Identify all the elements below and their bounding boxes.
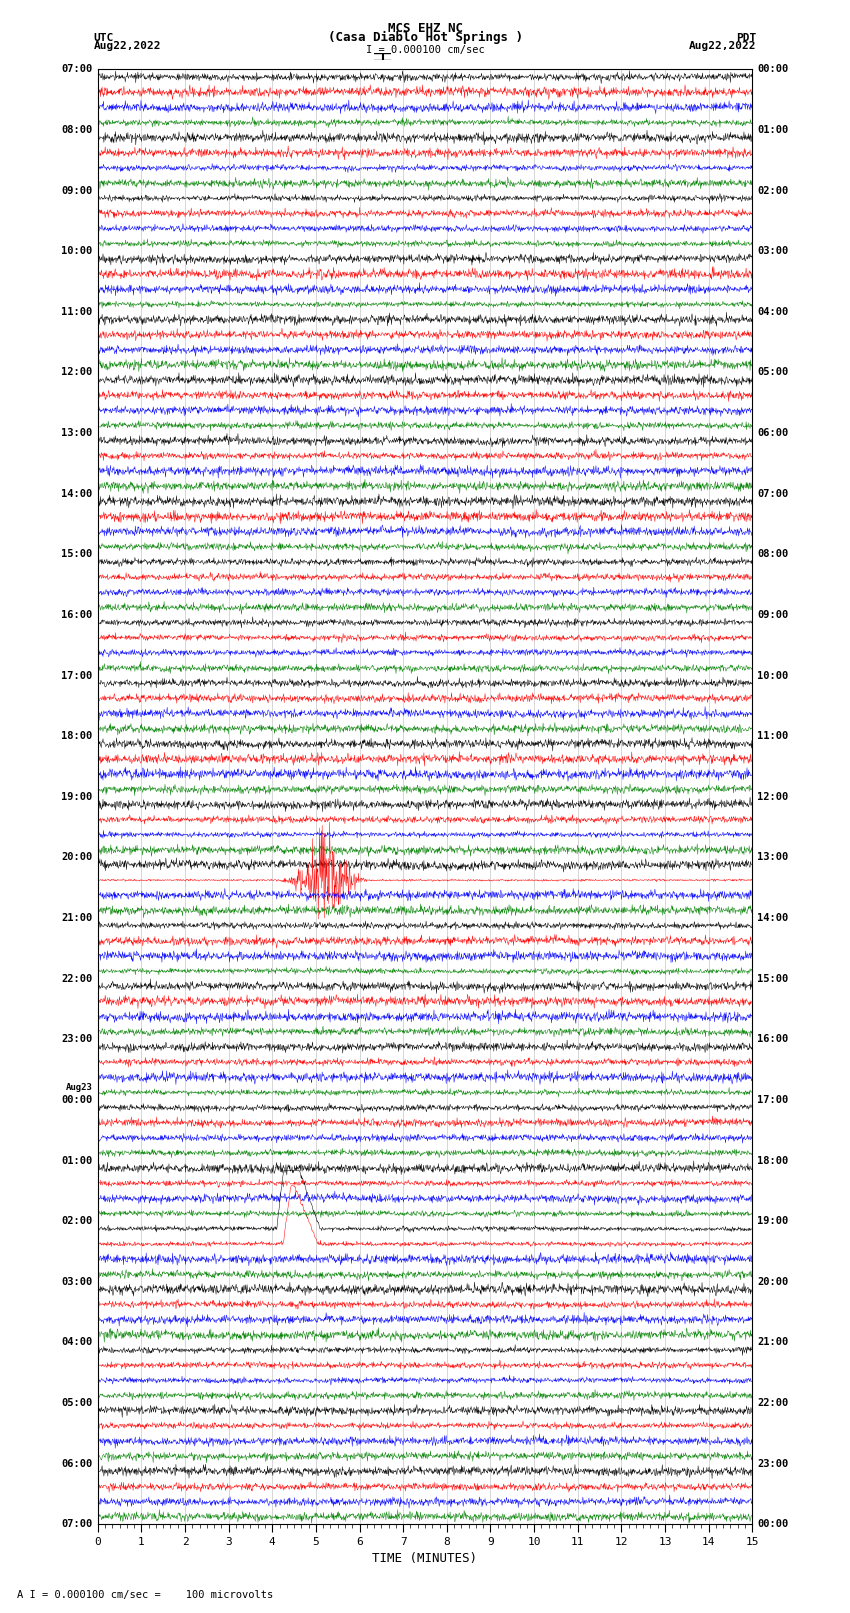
Text: 15:00: 15:00 <box>61 550 93 560</box>
Text: 17:00: 17:00 <box>757 1095 789 1105</box>
Text: 05:00: 05:00 <box>61 1398 93 1408</box>
Text: 01:00: 01:00 <box>757 124 789 135</box>
Text: MCS EHZ NC: MCS EHZ NC <box>388 21 462 35</box>
X-axis label: TIME (MINUTES): TIME (MINUTES) <box>372 1552 478 1565</box>
Text: 00:00: 00:00 <box>757 1519 789 1529</box>
Text: 00:00: 00:00 <box>757 65 789 74</box>
Text: 02:00: 02:00 <box>757 185 789 195</box>
Text: 07:00: 07:00 <box>61 1519 93 1529</box>
Text: 22:00: 22:00 <box>757 1398 789 1408</box>
Text: 06:00: 06:00 <box>757 427 789 439</box>
Text: I = 0.000100 cm/sec: I = 0.000100 cm/sec <box>366 45 484 55</box>
Text: 05:00: 05:00 <box>757 368 789 377</box>
Text: 04:00: 04:00 <box>61 1337 93 1347</box>
Text: (Casa Diablo Hot Springs ): (Casa Diablo Hot Springs ) <box>327 31 523 44</box>
Text: 04:00: 04:00 <box>757 306 789 316</box>
Text: A I = 0.000100 cm/sec =    100 microvolts: A I = 0.000100 cm/sec = 100 microvolts <box>17 1590 273 1600</box>
Text: 18:00: 18:00 <box>757 1155 789 1166</box>
Text: 03:00: 03:00 <box>757 247 789 256</box>
Text: Aug22,2022: Aug22,2022 <box>94 40 161 50</box>
Text: 17:00: 17:00 <box>61 671 93 681</box>
Text: 19:00: 19:00 <box>61 792 93 802</box>
Text: 21:00: 21:00 <box>61 913 93 923</box>
Text: 11:00: 11:00 <box>757 731 789 742</box>
Text: 14:00: 14:00 <box>61 489 93 498</box>
Text: 00:00: 00:00 <box>61 1095 93 1105</box>
Text: 10:00: 10:00 <box>61 247 93 256</box>
Text: 07:00: 07:00 <box>757 489 789 498</box>
Text: 01:00: 01:00 <box>61 1155 93 1166</box>
Text: 16:00: 16:00 <box>61 610 93 619</box>
Text: 07:00: 07:00 <box>61 65 93 74</box>
Text: PDT: PDT <box>736 32 756 44</box>
Text: 23:00: 23:00 <box>757 1458 789 1469</box>
Text: 09:00: 09:00 <box>61 185 93 195</box>
Text: Aug22,2022: Aug22,2022 <box>689 40 756 50</box>
Text: 13:00: 13:00 <box>61 427 93 439</box>
Text: 02:00: 02:00 <box>61 1216 93 1226</box>
Text: 20:00: 20:00 <box>757 1277 789 1287</box>
Text: 08:00: 08:00 <box>757 550 789 560</box>
Text: 20:00: 20:00 <box>61 852 93 863</box>
Text: 03:00: 03:00 <box>61 1277 93 1287</box>
Text: 13:00: 13:00 <box>757 852 789 863</box>
Text: 09:00: 09:00 <box>757 610 789 619</box>
Text: 23:00: 23:00 <box>61 1034 93 1044</box>
Text: 12:00: 12:00 <box>757 792 789 802</box>
Text: 22:00: 22:00 <box>61 974 93 984</box>
Text: 11:00: 11:00 <box>61 306 93 316</box>
Text: 06:00: 06:00 <box>61 1458 93 1469</box>
Text: 16:00: 16:00 <box>757 1034 789 1044</box>
Text: 19:00: 19:00 <box>757 1216 789 1226</box>
Text: 14:00: 14:00 <box>757 913 789 923</box>
Text: 08:00: 08:00 <box>61 124 93 135</box>
Text: 10:00: 10:00 <box>757 671 789 681</box>
Text: 12:00: 12:00 <box>61 368 93 377</box>
Text: UTC: UTC <box>94 32 114 44</box>
Text: 15:00: 15:00 <box>757 974 789 984</box>
Text: 18:00: 18:00 <box>61 731 93 742</box>
Text: 21:00: 21:00 <box>757 1337 789 1347</box>
Text: Aug23: Aug23 <box>65 1084 93 1092</box>
